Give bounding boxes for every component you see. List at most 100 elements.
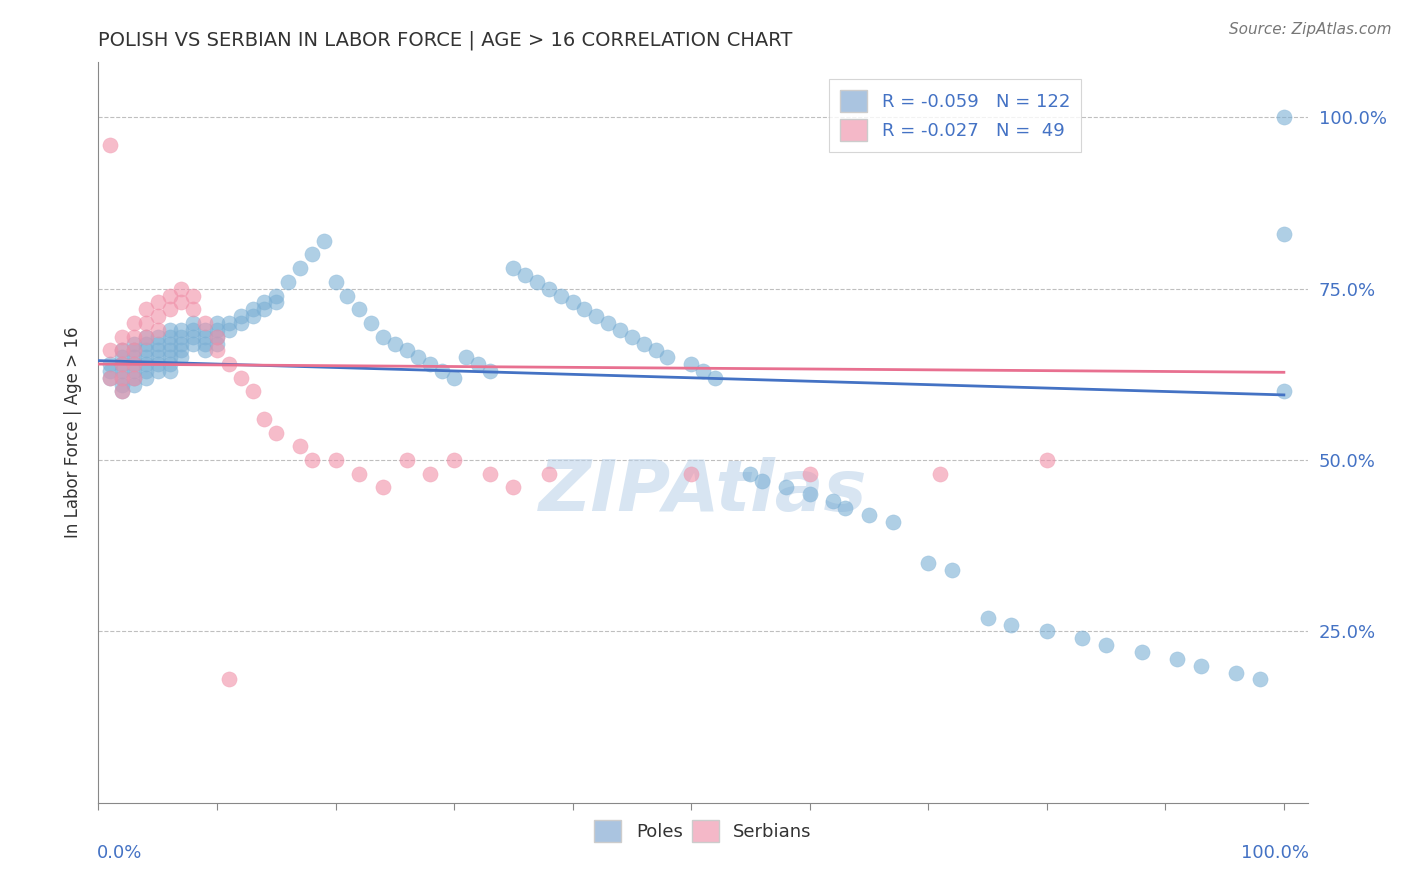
Point	[111, 371, 134, 385]
Point	[146, 336, 169, 351]
Point	[229, 309, 252, 323]
Point	[135, 329, 157, 343]
Point	[917, 556, 939, 570]
Point	[395, 343, 418, 358]
Point	[205, 336, 228, 351]
Point	[122, 350, 145, 364]
Point	[111, 377, 134, 392]
Point	[111, 357, 134, 371]
Point	[799, 487, 821, 501]
Point	[98, 357, 121, 371]
Point	[135, 371, 157, 385]
Point	[467, 357, 489, 371]
Text: Source: ZipAtlas.com: Source: ZipAtlas.com	[1229, 22, 1392, 37]
Point	[681, 357, 703, 371]
Point	[443, 453, 465, 467]
Point	[146, 364, 169, 378]
Point	[205, 323, 228, 337]
Point	[122, 329, 145, 343]
Point	[1000, 617, 1022, 632]
Point	[122, 336, 145, 351]
Point	[98, 371, 121, 385]
Point	[181, 336, 204, 351]
Point	[242, 384, 264, 399]
Text: POLISH VS SERBIAN IN LABOR FORCE | AGE > 16 CORRELATION CHART: POLISH VS SERBIAN IN LABOR FORCE | AGE >…	[98, 30, 793, 50]
Point	[194, 329, 217, 343]
Point	[146, 295, 169, 310]
Point	[135, 329, 157, 343]
Point	[146, 343, 169, 358]
Point	[502, 261, 524, 276]
Point	[301, 453, 323, 467]
Point	[703, 371, 725, 385]
Point	[775, 480, 797, 494]
Point	[301, 247, 323, 261]
Point	[253, 412, 276, 426]
Point	[443, 371, 465, 385]
Point	[170, 323, 193, 337]
Point	[858, 508, 880, 522]
Point	[159, 323, 181, 337]
Point	[347, 467, 370, 481]
Point	[111, 364, 134, 378]
Point	[146, 357, 169, 371]
Point	[371, 480, 394, 494]
Point	[740, 467, 762, 481]
Point	[170, 295, 193, 310]
Point	[205, 329, 228, 343]
Point	[834, 501, 856, 516]
Point	[644, 343, 666, 358]
Point	[585, 309, 607, 323]
Point	[1166, 652, 1188, 666]
Point	[325, 275, 347, 289]
Point	[515, 268, 537, 282]
Point	[135, 364, 157, 378]
Point	[229, 316, 252, 330]
Point	[111, 343, 134, 358]
Point	[135, 302, 157, 317]
Point	[98, 343, 121, 358]
Point	[929, 467, 952, 481]
Point	[111, 329, 134, 343]
Point	[170, 329, 193, 343]
Point	[537, 282, 560, 296]
Point	[1130, 645, 1153, 659]
Point	[218, 316, 240, 330]
Point	[336, 288, 359, 302]
Point	[98, 364, 121, 378]
Point	[976, 610, 998, 624]
Point	[419, 357, 441, 371]
Point	[823, 494, 845, 508]
Point	[253, 302, 276, 317]
Point	[419, 467, 441, 481]
Point	[657, 350, 679, 364]
Point	[122, 316, 145, 330]
Point	[799, 467, 821, 481]
Point	[561, 295, 583, 310]
Point	[146, 323, 169, 337]
Point	[347, 302, 370, 317]
Point	[159, 336, 181, 351]
Point	[135, 343, 157, 358]
Point	[111, 371, 134, 385]
Point	[194, 343, 217, 358]
Point	[135, 350, 157, 364]
Point	[1095, 638, 1118, 652]
Point	[218, 673, 240, 687]
Point	[181, 288, 204, 302]
Point	[111, 357, 134, 371]
Point	[122, 343, 145, 358]
Point	[609, 323, 631, 337]
Point	[146, 329, 169, 343]
Point	[253, 295, 276, 310]
Point	[264, 288, 287, 302]
Text: ZIPAtlas: ZIPAtlas	[538, 458, 868, 526]
Point	[159, 357, 181, 371]
Point	[159, 302, 181, 317]
Point	[218, 323, 240, 337]
Point	[146, 309, 169, 323]
Point	[550, 288, 572, 302]
Point	[312, 234, 335, 248]
Point	[146, 350, 169, 364]
Point	[1036, 453, 1059, 467]
